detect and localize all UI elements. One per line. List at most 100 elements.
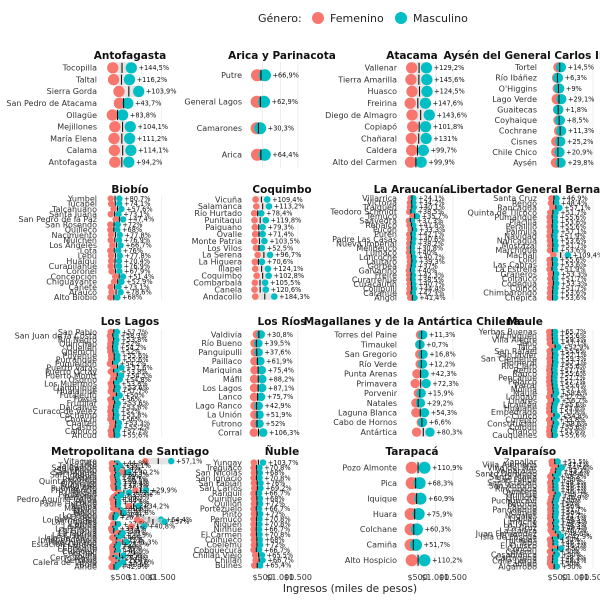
comuna-label: Tocopilla (62, 64, 97, 73)
point-masculino (259, 428, 268, 437)
point-femenino (250, 384, 259, 393)
percent-label: +57,1% (176, 457, 202, 465)
point-masculino (124, 133, 135, 144)
percent-label: +184,3% (279, 293, 310, 301)
point-femenino (406, 109, 417, 120)
point-masculino (262, 279, 269, 286)
row-22: Angol +41,4% (374, 294, 445, 303)
comuna-label: Guaitecas (497, 106, 537, 115)
comuna-label: O'Higgins (499, 84, 537, 93)
point-femenino (548, 563, 554, 569)
point-masculino (114, 294, 120, 300)
comuna-label: Vallenar (365, 64, 398, 73)
point-masculino (556, 126, 566, 136)
row-5: Primavera +72,3% (356, 379, 459, 388)
x-axis-label: Ingresos (miles de pesos) (283, 583, 417, 595)
point-masculino (125, 145, 136, 156)
point-femenino (253, 203, 260, 210)
point-masculino (271, 293, 278, 300)
point-masculino (418, 359, 427, 368)
percent-label: +129,2% (434, 64, 465, 72)
point-femenino (251, 210, 258, 217)
row-0: Valdivia +30,8% (211, 330, 293, 339)
comuna-label: Caldera (366, 146, 397, 155)
row-5: Camiña +51,7% (367, 539, 451, 551)
percent-label: +39,5% (264, 340, 290, 348)
point-femenino (252, 224, 259, 231)
row-9: Cabo de Hornos +6,6% (333, 418, 451, 427)
row-1: Río Ibáñez +6,3% (495, 73, 587, 83)
point-femenino (405, 156, 416, 167)
point-femenino (405, 98, 416, 109)
row-4: Colchane +60,3% (360, 523, 451, 535)
panel-title: Atacama (386, 50, 438, 62)
x-tick-label: $1.500 (148, 573, 176, 582)
percent-label: +42,3% (430, 370, 456, 378)
point-masculino (410, 539, 422, 551)
point-masculino (556, 62, 566, 72)
row-1: Tierra Amarilla +145,6% (337, 74, 464, 85)
row-3: San Pedro de Atacama +43,7% (6, 98, 161, 109)
point-masculino (556, 94, 566, 104)
percent-label: +62,9% (272, 98, 298, 106)
percent-label: +37,6% (264, 349, 290, 357)
legend-title: Género: (258, 12, 302, 25)
point-femenino (108, 268, 114, 274)
percent-label: +75,4% (268, 366, 294, 374)
legend-swatch-femenino (312, 12, 324, 24)
point-femenino (250, 375, 259, 384)
panel-title: Aysén del General Carlos Ib (444, 50, 600, 62)
row-2: Sierra Gorda +103,9% (47, 86, 177, 97)
percent-label: +106,3% (269, 429, 300, 437)
comuna-label: Camiña (367, 541, 398, 550)
row-6: María Elena +111,2% (50, 133, 167, 144)
panel-los-rios: Los RíosValdivia +30,8%Río Bueno +39,5%Pan… (195, 316, 306, 437)
point-masculino (265, 265, 272, 272)
comuna-label: Mariquina (202, 366, 242, 375)
point-masculino (254, 402, 263, 411)
comuna-label: Río Verde (359, 360, 397, 369)
panel-title: Magallanes y de la Antártica Chilena (304, 316, 521, 328)
percent-label: +29,8% (567, 159, 593, 167)
row-2: O'Higgins +9% (499, 83, 582, 93)
panel-title: Arica y Parinacota (228, 50, 336, 62)
point-masculino (257, 366, 266, 375)
percent-label: +42,9% (121, 563, 147, 571)
point-masculino (254, 122, 266, 134)
comuna-label: Porvenir (364, 389, 398, 398)
percent-label: +11,3% (429, 331, 455, 339)
point-masculino (425, 427, 434, 436)
percent-label: +29,1% (568, 95, 594, 103)
percent-label: +111,2% (137, 135, 168, 143)
point-femenino (253, 272, 260, 279)
percent-label: +50% (562, 563, 582, 571)
comuna-label: Futrono (212, 419, 242, 428)
percent-label: +131% (433, 135, 457, 143)
point-masculino (420, 98, 431, 109)
percent-label: +61,9% (266, 358, 292, 366)
panel-los-lagos: Los LagosSan Pablo +57,7%San Juan de la C… (15, 316, 162, 440)
row-6: Chañaral +131% (361, 133, 458, 144)
percent-label: +144,5% (138, 64, 169, 72)
point-masculino (126, 62, 137, 73)
percent-label: +12,2% (429, 360, 455, 368)
comuna-label: Lago Verde (492, 95, 537, 104)
row-1: Río Bueno +39,5% (201, 339, 290, 348)
percent-label: +16,8% (429, 351, 455, 359)
point-masculino (257, 562, 263, 568)
percent-label: +104,1% (137, 123, 168, 131)
point-masculino (123, 156, 134, 167)
comuna-label: Antártica (360, 428, 397, 437)
percent-label: +1,8% (565, 106, 587, 114)
percent-label: +64,4% (272, 151, 298, 159)
percent-label: +8,5% (567, 117, 589, 125)
comuna-label: Chañaral (361, 134, 397, 143)
comuna-label: Arica (222, 151, 242, 160)
comuna-label: Antofagasta (49, 158, 98, 167)
percent-label: +53,6% (560, 294, 586, 302)
row-0: Pozo Almonte +110,9% (342, 462, 462, 474)
panel-valparaiso: ValparaísoZapallar +51,5%Villa Alemana +47… (475, 446, 593, 571)
point-femenino (108, 74, 119, 85)
point-masculino (418, 418, 427, 427)
point-masculino (114, 432, 120, 438)
